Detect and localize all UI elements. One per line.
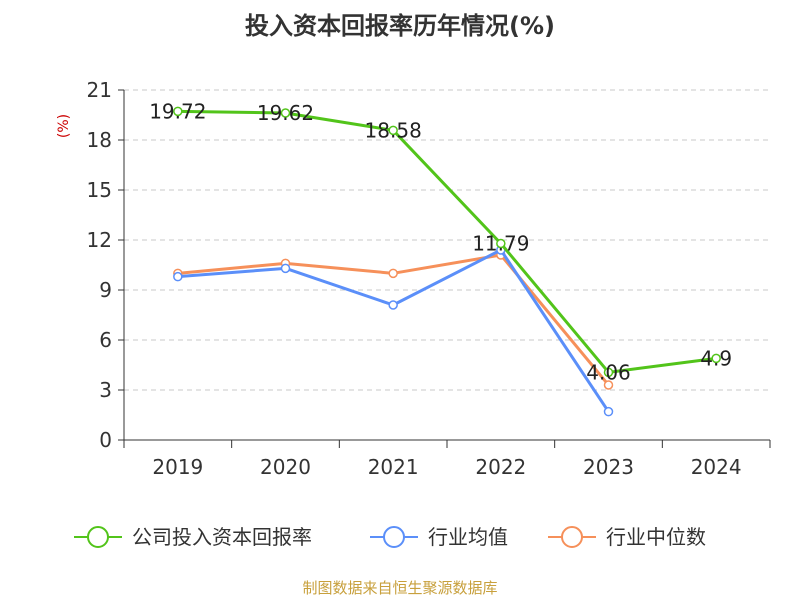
data-point — [603, 406, 614, 417]
y-tick-label: 3 — [99, 378, 112, 402]
data-label: 4.9 — [700, 346, 732, 370]
data-point — [603, 367, 614, 378]
data-point — [173, 106, 183, 117]
y-tick-label: 18 — [87, 128, 112, 152]
data-label: 19.72 — [149, 99, 206, 123]
y-tick-label: 6 — [99, 328, 112, 352]
data-point — [603, 380, 614, 390]
grid-lines — [124, 89, 770, 391]
series-layer — [173, 106, 721, 417]
data-point — [173, 271, 183, 282]
legend-label: 行业中位数 — [606, 525, 706, 549]
data-point — [711, 353, 721, 364]
data-label: 4.06 — [586, 360, 631, 384]
y-tick-label: 12 — [87, 228, 112, 252]
x-tick-label: 2021 — [368, 455, 419, 479]
data-point — [496, 238, 506, 249]
y-tick-label: 21 — [87, 78, 112, 102]
source-note: 制图数据来自恒生聚源数据库 — [302, 579, 497, 597]
data-label: 18.58 — [365, 118, 422, 142]
x-tick-label: 2019 — [152, 455, 203, 479]
data-point — [388, 125, 398, 136]
legend-label: 公司投入资本回报率 — [132, 525, 312, 549]
x-tick-label: 2020 — [260, 455, 311, 479]
x-tick-label: 2023 — [583, 455, 634, 479]
legend-marker — [561, 526, 583, 548]
legend-marker — [383, 526, 405, 548]
data-label: 19.62 — [257, 101, 314, 125]
x-tick-label: 2022 — [475, 455, 526, 479]
y-tick-label: 9 — [99, 278, 112, 302]
y-tick-label: 15 — [87, 178, 112, 202]
legend-marker — [87, 526, 109, 548]
data-point — [280, 263, 291, 274]
series-line — [177, 109, 717, 374]
y-axis-label: (%) — [56, 114, 72, 138]
chart-title: 投入资本回报率历年情况(%) — [245, 12, 555, 40]
y-tick-label: 0 — [99, 428, 112, 452]
axes: 0 3 6 9 12 15 18 21 2019 2020 2021 2022 2023 2024 — [87, 78, 771, 479]
data-labels: 19.72 19.62 18.58 11.79 4.06 4.9 — [149, 99, 732, 384]
legend-label: 行业均值 — [428, 525, 508, 549]
x-tick-label: 2024 — [691, 455, 742, 479]
legend: 公司投入资本回报率 行业均值 行业中位数 — [74, 525, 706, 549]
data-point — [280, 108, 291, 118]
data-point — [388, 300, 398, 310]
data-label: 11.79 — [472, 232, 529, 256]
data-point — [388, 268, 398, 279]
